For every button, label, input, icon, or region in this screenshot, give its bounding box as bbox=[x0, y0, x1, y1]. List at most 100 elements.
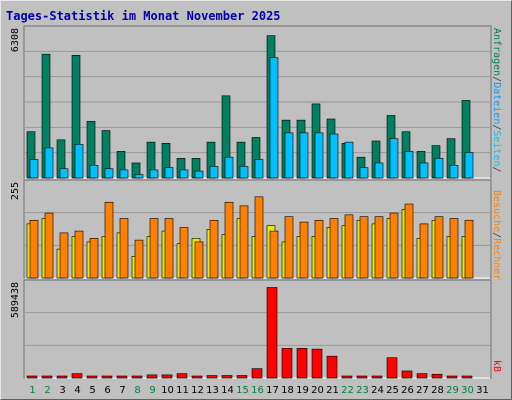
legend-middle-part: Besuche bbox=[491, 190, 502, 232]
x-tick-label-day-31: 31 bbox=[476, 385, 489, 396]
bar-besuche-day-15 bbox=[239, 205, 249, 279]
x-tick-label-day-30: 30 bbox=[461, 385, 474, 396]
bar-kb-day-25 bbox=[386, 357, 398, 379]
bar-kb-day-16 bbox=[251, 368, 263, 379]
bar-dateien-day-17 bbox=[269, 57, 279, 179]
x-tick-label-day-15: 15 bbox=[236, 385, 249, 396]
bar-kb-day-20 bbox=[311, 348, 323, 379]
bar-besuche-day-25 bbox=[389, 212, 399, 279]
legend-middle-part: / bbox=[491, 232, 502, 238]
bar-dateien-day-18 bbox=[284, 132, 294, 179]
bar-besuche-day-24 bbox=[374, 216, 384, 279]
legend-middle-part: Rechner bbox=[491, 238, 502, 280]
bar-kb-day-24 bbox=[371, 375, 383, 379]
bar-dateien-day-23 bbox=[359, 167, 369, 179]
bar-dateien-day-16 bbox=[254, 159, 264, 179]
bar-kb-day-3 bbox=[56, 375, 68, 379]
x-tick-label-day-14: 14 bbox=[221, 385, 234, 396]
bar-dateien-day-4 bbox=[74, 144, 84, 179]
bar-dateien-day-9 bbox=[149, 169, 159, 179]
bar-besuche-day-12 bbox=[194, 241, 204, 279]
bar-dateien-day-27 bbox=[419, 162, 429, 179]
x-tick-label-day-8: 8 bbox=[134, 385, 140, 396]
bar-besuche-day-27 bbox=[419, 223, 429, 279]
bar-dateien-day-12 bbox=[194, 170, 204, 179]
bar-dateien-day-29 bbox=[449, 164, 459, 179]
x-tick-label-day-6: 6 bbox=[104, 385, 110, 396]
bar-dateien-day-10 bbox=[164, 167, 174, 179]
bar-kb-day-30 bbox=[461, 375, 473, 379]
bar-dateien-day-5 bbox=[89, 164, 99, 179]
x-tick-label-day-20: 20 bbox=[311, 385, 324, 396]
x-tick-label-day-17: 17 bbox=[266, 385, 279, 396]
bar-kb-day-4 bbox=[71, 373, 83, 379]
bar-dateien-day-28 bbox=[434, 158, 444, 179]
bar-besuche-day-2 bbox=[44, 212, 54, 279]
x-tick-label-day-22: 22 bbox=[341, 385, 354, 396]
bar-dateien-day-15 bbox=[239, 166, 249, 179]
x-tick-label-day-13: 13 bbox=[206, 385, 219, 396]
bar-dateien-day-25 bbox=[389, 138, 399, 179]
bar-besuche-day-11 bbox=[179, 227, 189, 279]
x-tick-label-day-21: 21 bbox=[326, 385, 339, 396]
bar-dateien-day-3 bbox=[59, 168, 69, 179]
x-tick-label-day-23: 23 bbox=[356, 385, 369, 396]
x-tick-label-day-3: 3 bbox=[59, 385, 65, 396]
bar-dateien-day-8 bbox=[134, 174, 144, 179]
bar-kb-day-1 bbox=[26, 375, 38, 379]
x-tick-label-day-16: 16 bbox=[251, 385, 264, 396]
x-tick-label-day-12: 12 bbox=[191, 385, 204, 396]
bar-dateien-day-26 bbox=[404, 151, 414, 179]
bar-besuche-day-20 bbox=[314, 219, 324, 279]
x-tick-label-day-19: 19 bbox=[296, 385, 309, 396]
bar-besuche-day-23 bbox=[359, 216, 369, 279]
bar-kb-day-15 bbox=[236, 375, 248, 379]
bar-dateien-day-11 bbox=[179, 169, 189, 179]
legend-top-part: Seiten bbox=[491, 130, 502, 166]
bar-dateien-day-20 bbox=[314, 132, 324, 179]
x-tick-label-day-18: 18 bbox=[281, 385, 294, 396]
y-max-label-bottom: 589438 bbox=[10, 282, 21, 318]
y-max-label-middle: 255 bbox=[10, 182, 21, 200]
bar-kb-day-5 bbox=[86, 375, 98, 379]
bar-kb-day-19 bbox=[296, 348, 308, 379]
bar-besuche-day-17 bbox=[269, 230, 279, 279]
bar-besuche-day-10 bbox=[164, 218, 174, 279]
bar-dateien-day-2 bbox=[44, 147, 54, 179]
bar-kb-day-9 bbox=[146, 374, 158, 379]
bar-besuche-day-1 bbox=[29, 219, 39, 279]
bar-kb-day-29 bbox=[446, 375, 458, 379]
legend-top-part: Dateien bbox=[491, 82, 502, 124]
bar-dateien-day-22 bbox=[344, 141, 354, 179]
y-max-label-top: 6308 bbox=[10, 28, 21, 52]
bar-dateien-day-14 bbox=[224, 156, 234, 179]
legend-middle: Besuche/Rechner bbox=[491, 190, 502, 280]
bar-dateien-day-1 bbox=[29, 159, 39, 179]
bar-kb-day-21 bbox=[326, 355, 338, 379]
legend-top-part: / bbox=[491, 76, 502, 82]
x-tick-label-day-7: 7 bbox=[119, 385, 125, 396]
bar-kb-day-18 bbox=[281, 348, 293, 379]
bar-kb-day-26 bbox=[401, 370, 413, 379]
bar-besuche-day-3 bbox=[59, 232, 69, 279]
bar-kb-day-7 bbox=[116, 375, 128, 379]
x-tick-label-day-4: 4 bbox=[74, 385, 80, 396]
bar-besuche-day-19 bbox=[299, 221, 309, 279]
bar-kb-day-28 bbox=[431, 373, 443, 379]
bar-dateien-day-24 bbox=[374, 162, 384, 179]
chart-title: Tages-Statistik im Monat November 2025 bbox=[6, 9, 281, 23]
bar-kb-day-13 bbox=[206, 375, 218, 379]
x-tick-label-day-26: 26 bbox=[401, 385, 414, 396]
x-tick-label-day-29: 29 bbox=[446, 385, 459, 396]
bar-besuche-day-28 bbox=[434, 216, 444, 279]
x-tick-label-day-28: 28 bbox=[431, 385, 444, 396]
x-tick-label-day-2: 2 bbox=[44, 385, 50, 396]
bar-besuche-day-8 bbox=[134, 239, 144, 279]
bar-kb-day-17 bbox=[266, 287, 278, 379]
bar-besuche-day-18 bbox=[284, 216, 294, 279]
bar-besuche-day-13 bbox=[209, 219, 219, 279]
bar-kb-day-6 bbox=[101, 375, 113, 379]
bar-kb-day-12 bbox=[191, 375, 203, 379]
bar-dateien-day-19 bbox=[299, 132, 309, 179]
bar-kb-day-14 bbox=[221, 375, 233, 379]
